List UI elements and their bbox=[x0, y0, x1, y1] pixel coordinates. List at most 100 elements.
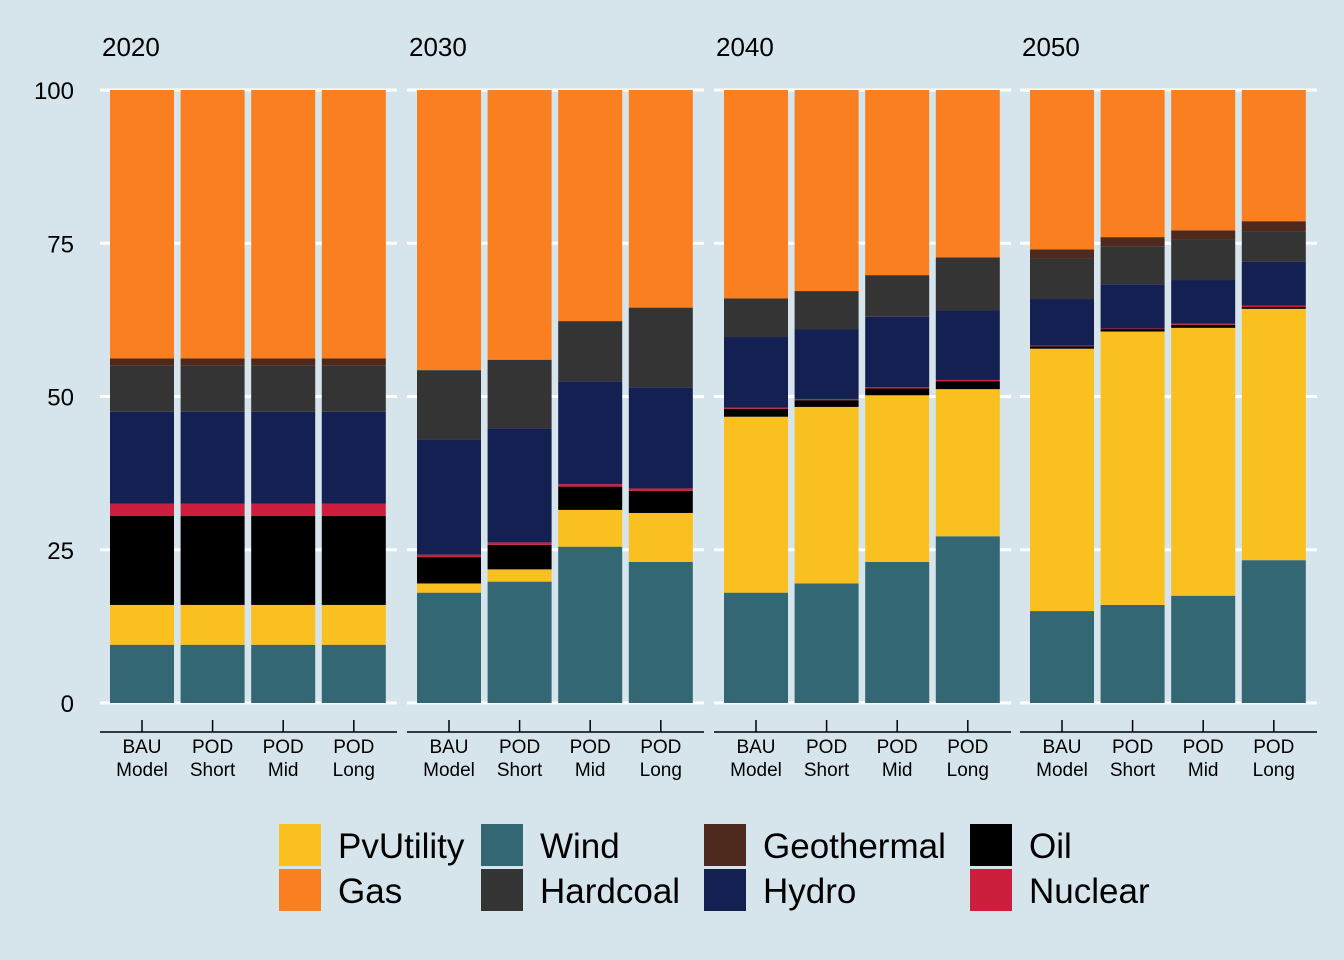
segment-gas bbox=[794, 90, 859, 292]
segment-oil bbox=[724, 408, 788, 417]
segment-pvutility bbox=[724, 416, 788, 593]
segment-wind bbox=[1171, 595, 1236, 703]
x-tick-label-line1: POD bbox=[947, 737, 988, 758]
segment-hardcoal bbox=[794, 291, 859, 330]
segment-hydro bbox=[180, 411, 245, 504]
x-tick-label-line1: POD bbox=[570, 737, 611, 758]
segment-oil bbox=[628, 490, 693, 513]
segment-wind bbox=[794, 583, 859, 703]
segment-nuclear bbox=[110, 503, 174, 517]
segment-hardcoal bbox=[1171, 239, 1236, 281]
bar-2050-2 bbox=[1171, 90, 1236, 703]
segment-hydro bbox=[558, 381, 623, 485]
segment-wind bbox=[935, 536, 1000, 703]
segment-hydro bbox=[865, 316, 930, 388]
segment-nuclear bbox=[180, 503, 245, 517]
segment-nuclear bbox=[487, 542, 552, 545]
facet-panels: 2020BAUModelPODShortPODMidPODLong2030BAU… bbox=[100, 32, 1317, 781]
segment-hydro bbox=[794, 329, 859, 399]
x-tick-label-line1: POD bbox=[263, 737, 304, 758]
segment-gas bbox=[628, 90, 693, 308]
segment-geothermal bbox=[180, 358, 245, 366]
x-tick-label-line1: POD bbox=[1183, 737, 1224, 758]
segment-hydro bbox=[110, 411, 174, 504]
segment-hardcoal bbox=[180, 365, 245, 412]
segment-gas bbox=[321, 90, 386, 359]
panel-title: 2040 bbox=[716, 32, 774, 62]
segment-hydro bbox=[417, 439, 481, 555]
x-tick-label-line1: BAU bbox=[1042, 737, 1081, 758]
segment-hardcoal bbox=[558, 321, 623, 382]
segment-geothermal bbox=[321, 358, 386, 366]
segment-hardcoal bbox=[1100, 246, 1165, 285]
bar-2040-3 bbox=[935, 90, 1000, 703]
segment-nuclear bbox=[724, 407, 788, 409]
segment-hardcoal bbox=[321, 365, 386, 412]
segment-wind bbox=[1100, 604, 1165, 703]
segment-geothermal bbox=[1100, 237, 1165, 247]
segment-gas bbox=[1171, 90, 1236, 231]
bar-2020-1 bbox=[180, 90, 245, 703]
segment-hardcoal bbox=[628, 307, 693, 388]
segment-oil bbox=[1030, 346, 1094, 349]
segment-pvutility bbox=[628, 512, 693, 563]
segment-gas bbox=[1030, 90, 1094, 250]
segment-gas bbox=[110, 90, 174, 359]
segment-oil bbox=[251, 516, 316, 605]
x-tick-label-line2: Long bbox=[333, 760, 375, 781]
bar-2040-2 bbox=[865, 90, 930, 703]
segment-gas bbox=[417, 90, 481, 371]
segment-geothermal bbox=[1171, 230, 1236, 240]
legend-swatch bbox=[970, 869, 1012, 911]
segment-gas bbox=[251, 90, 316, 359]
segment-hardcoal bbox=[110, 365, 174, 412]
legend-label: Geothermal bbox=[763, 827, 946, 866]
x-tick-label-line2: Short bbox=[497, 760, 543, 781]
segment-nuclear bbox=[1171, 323, 1236, 325]
segment-nuclear bbox=[558, 484, 623, 487]
legend-label: PvUtility bbox=[338, 827, 465, 866]
segment-hardcoal bbox=[487, 359, 552, 429]
bar-2020-2 bbox=[251, 90, 316, 703]
x-tick-label-line1: POD bbox=[333, 737, 374, 758]
segment-nuclear bbox=[935, 379, 1000, 382]
segment-pvutility bbox=[110, 604, 174, 645]
legend-label: Gas bbox=[338, 872, 402, 911]
segment-nuclear bbox=[251, 503, 316, 517]
segment-gas bbox=[1241, 90, 1306, 222]
segment-wind bbox=[321, 644, 386, 703]
x-tick-label-line1: BAU bbox=[429, 737, 468, 758]
segment-oil bbox=[935, 381, 1000, 390]
legend-swatch bbox=[279, 824, 321, 866]
segment-nuclear bbox=[1241, 305, 1306, 308]
x-tick-label-line2: Mid bbox=[575, 760, 606, 781]
x-tick-label-line2: Mid bbox=[882, 760, 913, 781]
segment-hydro bbox=[724, 337, 788, 408]
segment-oil bbox=[794, 400, 859, 407]
segment-hydro bbox=[1171, 280, 1236, 324]
x-tick-label-line2: Short bbox=[190, 760, 236, 781]
x-tick-label-line2: Long bbox=[947, 760, 989, 781]
segment-hardcoal bbox=[935, 257, 1000, 311]
legend-swatch bbox=[704, 869, 746, 911]
segment-oil bbox=[110, 516, 174, 605]
segment-oil bbox=[180, 516, 245, 605]
segment-oil bbox=[1171, 324, 1236, 328]
segment-hardcoal bbox=[865, 275, 930, 317]
segment-pvutility bbox=[935, 389, 1000, 537]
segment-hardcoal bbox=[1030, 258, 1094, 300]
bar-2020-3 bbox=[321, 90, 386, 703]
bar-2030-3 bbox=[628, 90, 693, 703]
x-tick-label-line1: POD bbox=[806, 737, 847, 758]
y-tick-label-50: 50 bbox=[47, 385, 74, 412]
segment-pvutility bbox=[417, 583, 481, 593]
segment-pvutility bbox=[180, 604, 245, 645]
y-tick-label-25: 25 bbox=[47, 538, 74, 565]
y-tick-label-100: 100 bbox=[34, 78, 74, 105]
segment-wind bbox=[487, 581, 552, 703]
segment-nuclear bbox=[865, 387, 930, 389]
segment-hardcoal bbox=[251, 365, 316, 412]
bar-2020-0 bbox=[110, 90, 174, 703]
segment-gas bbox=[865, 90, 930, 276]
